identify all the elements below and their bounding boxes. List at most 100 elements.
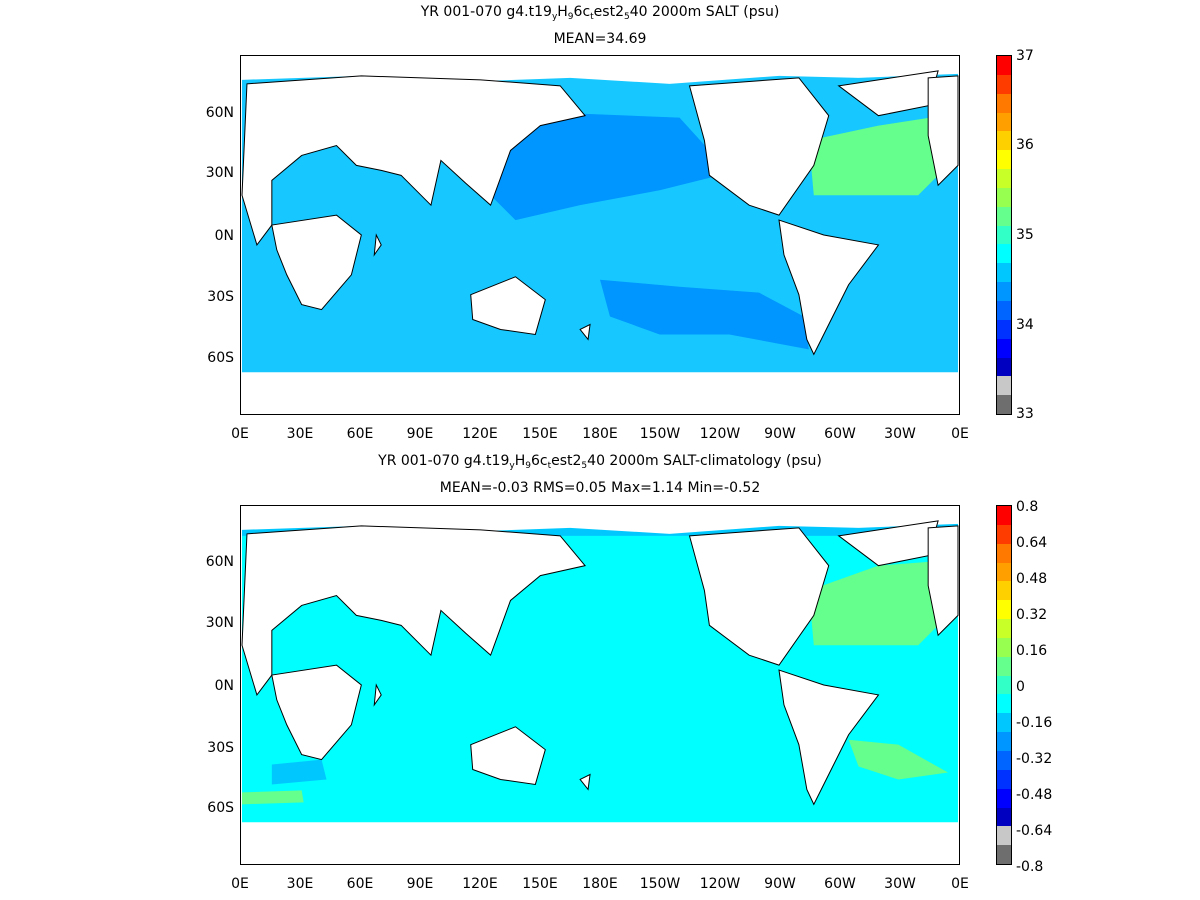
colorbar-segment <box>997 93 1011 113</box>
panel2-colorbar <box>996 505 1012 865</box>
panel1-ytick: 0N <box>214 228 234 244</box>
panel1-xtick: 120W <box>699 426 741 442</box>
panel2-ytick: 30S <box>207 740 234 756</box>
panel1-xtick: 60E <box>346 426 374 442</box>
colorbar-segment <box>997 619 1011 638</box>
panel1-xtick: 0E <box>231 426 249 442</box>
colorbar-segment <box>997 56 1011 75</box>
panel1-xtick: 90E <box>406 426 434 442</box>
panel1-colorbar <box>996 55 1012 415</box>
colorbar-segment <box>997 187 1011 207</box>
panel1-xtick: 60W <box>824 426 856 442</box>
panel1-colorbar-label: 37 <box>1016 48 1034 64</box>
colorbar-segment <box>997 543 1011 563</box>
panel1-ytick: 60N <box>205 105 234 121</box>
panel1-xtick: 90W <box>764 426 796 442</box>
colorbar-segment <box>997 357 1011 377</box>
panel2-colorbar-label: -0.16 <box>1016 715 1053 731</box>
colorbar-segment <box>997 826 1011 846</box>
colorbar-segment <box>997 225 1011 245</box>
panel2-map <box>240 505 960 865</box>
colorbar-segment <box>997 845 1011 865</box>
panel1-ytick: 60S <box>207 350 234 366</box>
colorbar-segment <box>997 395 1011 415</box>
colorbar-segment <box>997 319 1011 339</box>
colorbar-segment <box>997 206 1011 226</box>
panel1-stats: MEAN=34.69 <box>553 31 647 47</box>
panel2-xtick: 60W <box>824 876 856 892</box>
colorbar-segment <box>997 656 1011 676</box>
panel1-xtick: 30W <box>884 426 916 442</box>
colorbar-segment <box>997 713 1011 733</box>
panel2-xtick: 120W <box>699 876 741 892</box>
panel2-ytick: 60N <box>205 554 234 570</box>
colorbar-segment <box>997 581 1011 601</box>
panel2-arctic <box>242 506 958 534</box>
panel1-colorbar-label: 34 <box>1016 317 1034 333</box>
panel2-xtick: 30E <box>286 876 314 892</box>
colorbar-segment <box>997 807 1011 827</box>
panel1-north-pacific-fresh <box>490 113 720 221</box>
colorbar-segment <box>997 750 1011 770</box>
panel2-xtick: 0E <box>231 876 249 892</box>
colorbar-segment <box>997 600 1011 620</box>
panel2-colorbar-label: -0.32 <box>1016 751 1053 767</box>
colorbar-segment <box>997 524 1011 544</box>
panel2-colorbar-label: 0.32 <box>1016 607 1048 623</box>
colorbar-segment <box>997 562 1011 582</box>
colorbar-segment <box>997 506 1011 525</box>
panel2-ytick: 30N <box>205 615 234 631</box>
panel2-xtick: 180E <box>582 876 618 892</box>
panel2-indian-anomaly <box>242 790 304 805</box>
panel1-arctic <box>242 56 958 84</box>
colorbar-segment <box>997 150 1011 170</box>
panel1-ytick: 30N <box>205 165 234 181</box>
panel2-colorbar-label: -0.48 <box>1016 787 1053 803</box>
colorbar-segment <box>997 300 1011 320</box>
panel2-xtick: 0E <box>951 876 969 892</box>
colorbar-segment <box>997 131 1011 151</box>
colorbar-segment <box>997 169 1011 188</box>
panel1-antarctica <box>242 372 958 414</box>
panel2-colorbar-label: -0.64 <box>1016 823 1053 839</box>
panel2-colorbar-label: 0.48 <box>1016 571 1048 587</box>
panel2-xtick: 60E <box>346 876 374 892</box>
colorbar-segment <box>997 282 1011 301</box>
panel1-xtick: 30E <box>286 426 314 442</box>
panel1-north-atlantic-salty <box>808 115 949 196</box>
panel1-colorbar-label: 35 <box>1016 227 1034 243</box>
panel2-antarctica <box>242 822 958 864</box>
colorbar-segment <box>997 338 1011 358</box>
panel2-xtick: 150E <box>522 876 558 892</box>
colorbar-segment <box>997 244 1011 264</box>
panel2-title: YR 001-070 g4.t19yH96ctest2540 2000m SAL… <box>378 453 822 471</box>
panel2-xtick: 30W <box>884 876 916 892</box>
colorbar-segment <box>997 74 1011 94</box>
panel1-colorbar-label: 33 <box>1016 406 1034 422</box>
panel1-xtick: 0E <box>951 426 969 442</box>
colorbar-segment <box>997 769 1011 789</box>
panel1-xtick: 180E <box>582 426 618 442</box>
panel1-land <box>241 70 959 356</box>
panel1-xtick: 150W <box>639 426 681 442</box>
panel2-colorbar-label: 0.64 <box>1016 535 1048 551</box>
panel2-negative-anomaly <box>271 759 327 785</box>
panel2-south-atlantic-anomaly <box>848 739 949 780</box>
panel1-xtick: 150E <box>522 426 558 442</box>
panel2-colorbar-label: 0.16 <box>1016 643 1048 659</box>
panel2-stats: MEAN=-0.03 RMS=0.05 Max=1.14 Min=-0.52 <box>439 480 761 496</box>
panel2-north-atlantic-anomaly <box>808 560 949 646</box>
panel2-land <box>241 520 959 806</box>
colorbar-segment <box>997 112 1011 132</box>
panel1-map <box>240 55 960 415</box>
panel2-xtick: 120E <box>462 876 498 892</box>
panel1-title: YR 001-070 g4.t19yH96ctest2540 2000m SAL… <box>420 4 780 22</box>
panel2-colorbar-label: 0 <box>1016 679 1025 695</box>
panel2-colorbar-label: 0.8 <box>1016 499 1039 515</box>
panel1-ytick: 30S <box>207 289 234 305</box>
colorbar-segment <box>997 694 1011 714</box>
panel2-xtick: 90E <box>406 876 434 892</box>
colorbar-segment <box>997 788 1011 808</box>
colorbar-segment <box>997 732 1011 751</box>
panel2-xtick: 150W <box>639 876 681 892</box>
